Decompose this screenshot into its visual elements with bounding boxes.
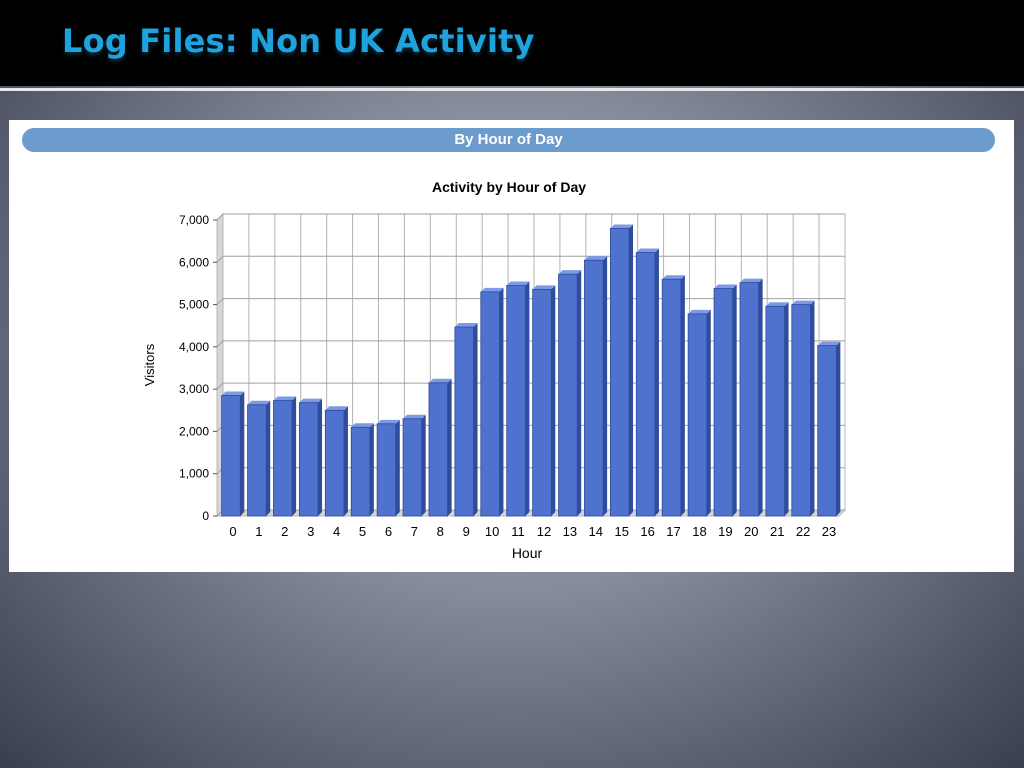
bar [791, 300, 815, 517]
x-tick-label: 11 [511, 524, 525, 539]
bar [558, 270, 582, 517]
x-tick-label: 6 [385, 524, 392, 539]
bar [376, 419, 400, 517]
bar [428, 378, 452, 517]
bar [609, 224, 634, 517]
x-tick-label: 14 [589, 524, 603, 539]
bar [713, 284, 737, 517]
x-tick-label: 21 [770, 524, 784, 539]
x-tick-label: 16 [640, 524, 654, 539]
x-tick-label: 1 [255, 524, 262, 539]
x-tick-label: 3 [307, 524, 314, 539]
x-tick-label: 20 [744, 524, 758, 539]
bar [635, 248, 659, 517]
x-tick-label: 18 [692, 524, 706, 539]
y-axis-ticks: 0 1,000 2,000 3,000 4,000 5,000 6,000 7,000 [179, 213, 209, 523]
x-axis-ticks: 0 1 2 3 4 5 6 7 8 9 10 11 12 13 14 15 16 17 18 19 20 21 22 23 [229, 524, 836, 539]
bar [817, 341, 841, 517]
bar [454, 322, 478, 517]
x-tick-label: 2 [281, 524, 288, 539]
bar-chart: Activity by Hour of Day 0 1,000 2,000 3,000… [142, 179, 847, 561]
x-axis-label: Hour [512, 545, 543, 561]
x-tick-label: 15 [614, 524, 628, 539]
x-tick-label: 7 [411, 524, 418, 539]
bar [506, 281, 530, 517]
bar [661, 275, 685, 517]
chart-panel: By Hour of Day Activity by Hour of Day 0… [9, 120, 1014, 572]
bars [221, 224, 841, 517]
x-tick-label: 17 [666, 524, 680, 539]
x-tick-label: 0 [229, 524, 236, 539]
bar [324, 406, 348, 517]
x-tick-label: 8 [437, 524, 444, 539]
slide-title: Log Files: Non UK Activity [62, 22, 535, 60]
x-tick-label: 10 [485, 524, 499, 539]
bar [739, 278, 763, 517]
x-tick-label: 13 [563, 524, 577, 539]
x-tick-label: 4 [333, 524, 340, 539]
bar [402, 414, 426, 517]
y-axis-label: Visitors [142, 343, 157, 386]
y-tick-label: 1,000 [179, 467, 209, 481]
chart-title: Activity by Hour of Day [432, 179, 586, 195]
panel-header: By Hour of Day [22, 128, 995, 152]
bar [221, 391, 245, 517]
y-tick-label: 4,000 [179, 340, 209, 354]
y-tick-label: 2,000 [179, 424, 209, 438]
title-divider [0, 88, 1024, 91]
x-tick-label: 5 [359, 524, 366, 539]
bar [247, 400, 271, 517]
x-tick-label: 19 [718, 524, 732, 539]
y-tick-label: 3,000 [179, 382, 209, 396]
x-tick-label: 23 [822, 524, 836, 539]
bar [584, 256, 608, 517]
bar [350, 423, 374, 517]
x-tick-label: 22 [796, 524, 810, 539]
x-tick-label: 9 [463, 524, 470, 539]
bar [687, 309, 711, 517]
y-tick-label: 6,000 [179, 255, 209, 269]
y-tick-label: 7,000 [179, 213, 209, 227]
bar [298, 398, 323, 517]
x-tick-label: 12 [537, 524, 551, 539]
bar [480, 287, 504, 517]
bar [532, 285, 556, 517]
title-bar: Log Files: Non UK Activity [0, 0, 1024, 86]
y-tick-label: 5,000 [179, 298, 209, 312]
bar [273, 396, 297, 517]
bar [765, 302, 789, 517]
y-tick-label: 0 [202, 509, 209, 523]
